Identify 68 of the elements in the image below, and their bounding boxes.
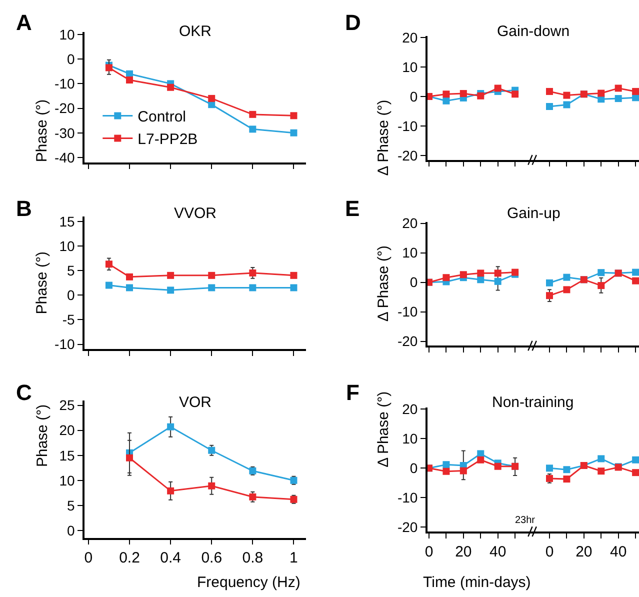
x-tick-label: 0.2: [119, 550, 140, 567]
y-axis-title: Phase (°): [34, 404, 51, 468]
chart-title: VOR: [179, 394, 212, 411]
y-tick-label: -10: [397, 118, 418, 134]
y-tick-label: 10: [59, 472, 75, 488]
y-tick-label: 0: [410, 460, 418, 476]
y-tick-label: 15: [59, 213, 75, 230]
y-tick-label: -20: [397, 333, 418, 350]
x-tick-label: 0.4: [160, 550, 181, 567]
y-tick-label: -20: [397, 519, 418, 536]
chart-title: Gain-down: [497, 23, 570, 40]
y-tick-label: 0: [66, 51, 75, 68]
x-tick-label: 20: [576, 543, 592, 560]
x-tick-label: 20: [455, 543, 472, 560]
text: E: [345, 196, 360, 221]
y-tick-label: -5: [62, 312, 75, 328]
legend-label: Control: [138, 108, 186, 126]
y-tick-label: 25: [59, 397, 75, 414]
y-tick-label: 10: [402, 244, 418, 261]
y-tick-label: -10: [54, 76, 76, 92]
y-axis-title: Δ Phase (°): [375, 246, 392, 322]
y-tick-label: 15: [59, 447, 75, 464]
y-tick-label: -10: [397, 490, 418, 506]
y-tick-label: 0: [410, 88, 418, 104]
y-tick-label: -10: [54, 336, 76, 352]
y-tick-label: 20: [59, 422, 75, 438]
y-tick-label: -40: [54, 149, 76, 166]
y-tick-label: -30: [54, 124, 76, 141]
y-axis-title: Phase (°): [34, 252, 51, 314]
legend-label: L7-PP2B: [138, 131, 198, 148]
y-tick-label: -20: [397, 147, 418, 164]
text: D: [345, 10, 361, 35]
x-tick-label: 40: [610, 543, 627, 560]
y-tick-label: 20: [402, 401, 418, 418]
y-tick-label: 10: [402, 58, 418, 75]
y-axis-title: Phase (°): [34, 99, 51, 162]
text: C: [16, 380, 32, 405]
y-tick-label: -10: [397, 304, 418, 320]
y-tick-label: 0: [410, 274, 418, 290]
y-axis-title: Δ Phase (°): [374, 100, 392, 176]
text: B: [16, 196, 32, 221]
x-tick-label: 0: [424, 543, 434, 560]
y-tick-label: 10: [402, 430, 418, 447]
y-tick-label: 20: [402, 215, 418, 232]
y-tick-label: 5: [66, 497, 75, 514]
x-tick-label: 0.6: [201, 550, 222, 567]
x-tick-label: 0.8: [242, 550, 264, 567]
x-axis-title: Frequency (Hz): [197, 574, 300, 591]
annotation: 23hr: [515, 515, 536, 526]
chart-title: VVOR: [174, 205, 217, 222]
text: F: [346, 380, 360, 405]
y-tick-label: -20: [54, 100, 76, 116]
text: A: [16, 10, 32, 35]
y-axis-title: Δ Phase (°): [375, 391, 392, 468]
chart-title: OKR: [179, 23, 212, 40]
x-tick-label: 40: [490, 543, 506, 560]
y-tick-label: 10: [59, 238, 75, 254]
x-tick-label: 1: [290, 550, 298, 567]
y-tick-label: 5: [66, 262, 75, 278]
y-tick-label: 10: [59, 26, 75, 42]
y-tick-label: 0: [66, 522, 75, 538]
chart-title: Non-training: [492, 394, 574, 411]
y-tick-label: 20: [402, 29, 418, 46]
x-tick-label: 0: [545, 543, 554, 560]
chart-title: Gain-up: [507, 205, 560, 222]
x-tick-label: 0: [84, 550, 93, 567]
x-axis-title: Time (min-days): [423, 574, 531, 591]
y-tick-label: 0: [66, 286, 75, 303]
